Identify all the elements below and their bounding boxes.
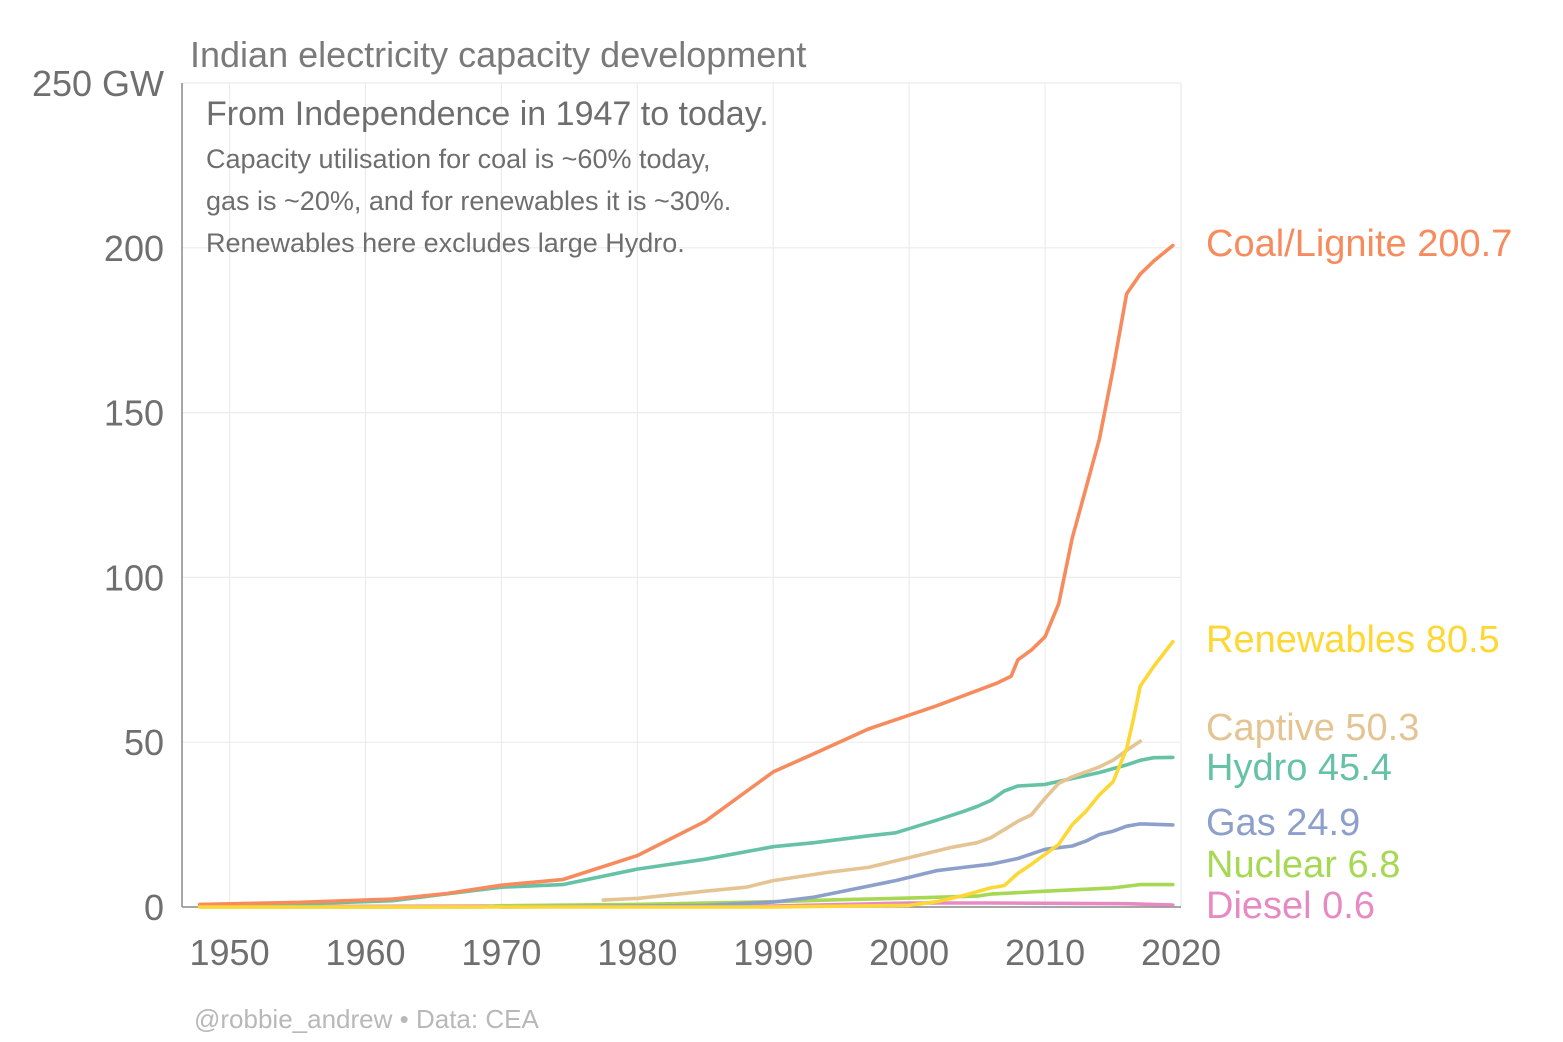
series-line-hydro <box>197 755 1175 908</box>
credit-line: @robbie_andrew • Data: CEA <box>194 1004 539 1034</box>
y-tick-label: 0 <box>144 887 164 928</box>
x-tick-label: 1960 <box>325 932 405 973</box>
end-label-hydro: Hydro 45.4 <box>1206 747 1392 789</box>
series-line-renewables <box>197 639 1175 909</box>
grid <box>182 82 1182 908</box>
x-tick-label: 1950 <box>190 932 270 973</box>
chart-subtitle: From Independence in 1947 to today. <box>206 95 769 133</box>
note-line-3: Renewables here excludes large Hydro. <box>206 228 685 258</box>
end-labels: Coal/Lignite 200.7 Renewables 80.5 Captive… <box>1206 223 1512 927</box>
y-tick-label: 100 <box>104 557 164 598</box>
end-label-captive: Captive 50.3 <box>1206 707 1419 749</box>
series-lines <box>197 243 1175 909</box>
y-tick-label: 50 <box>124 722 164 763</box>
end-label-renewables: Renewables 80.5 <box>1206 619 1500 661</box>
x-tick-label: 1990 <box>733 932 813 973</box>
end-label-gas: Gas 24.9 <box>1206 802 1360 844</box>
x-tick-label: 1980 <box>597 932 677 973</box>
note-line-1: Capacity utilisation for coal is ~60% to… <box>206 144 711 174</box>
end-label-nuclear: Nuclear 6.8 <box>1206 844 1400 886</box>
y-tick-label: 200 <box>104 228 164 269</box>
series-line-captive <box>601 739 1142 902</box>
x-tick-label: 2020 <box>1141 932 1221 973</box>
y-tick-label: 150 <box>104 393 164 434</box>
x-tick-label: 2000 <box>869 932 949 973</box>
x-tick-label: 1970 <box>461 932 541 973</box>
x-tick-label: 2010 <box>1005 932 1085 973</box>
end-label-coal-lignite: Coal/Lignite 200.7 <box>1206 223 1512 265</box>
series-line-gas <box>499 822 1175 909</box>
chart-title: Indian electricity capacity development <box>190 34 806 75</box>
tick-labels: 1950 1960 1970 1980 1990 2000 2010 2020 0 50 100 15… <box>32 63 1221 973</box>
y-tick-label: 250 GW <box>32 63 164 104</box>
series-line-coal-lignite <box>197 243 1175 907</box>
end-label-diesel: Diesel 0.6 <box>1206 885 1375 927</box>
note-line-2: gas is ~20%, and for renewables it is ~3… <box>206 186 731 216</box>
